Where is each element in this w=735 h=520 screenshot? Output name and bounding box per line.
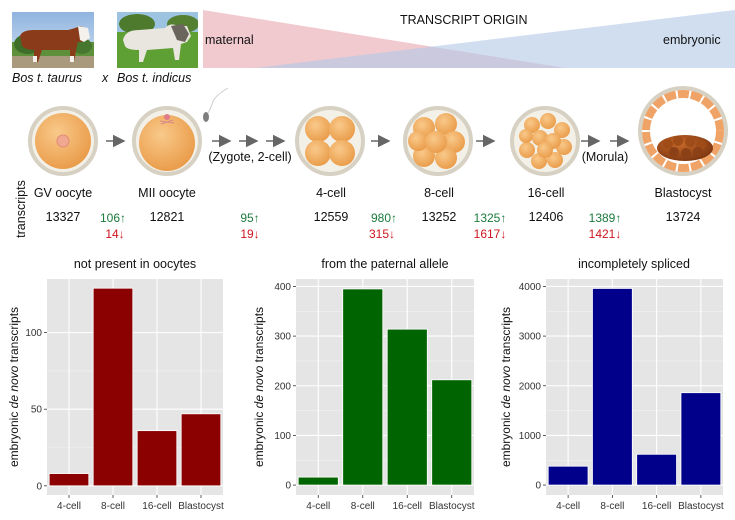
bar-chart-paternal-allele: 0 100 200 300 400 4-cell 8-cell 16-cell Blastocy… (252, 279, 475, 512)
stage-label: GV oocyte (33, 186, 93, 200)
x-tick-label: 8-cell (351, 501, 375, 512)
x-tick-label: 4-cell (306, 501, 330, 512)
stage-label: Blastocyst (654, 186, 712, 200)
x-tick-label: 16-cell (393, 501, 422, 512)
x-tick-label: Blastocyst (429, 501, 475, 512)
bar-4-cell (48, 473, 90, 487)
stage-label: 8-cell (424, 186, 454, 200)
stage-label: MII oocyte (138, 186, 196, 200)
y-tick-label: 50 (31, 405, 43, 416)
x-tick-label: Blastocyst (678, 501, 724, 512)
taurus-cow-photo (12, 12, 94, 68)
x-tick-label: 8-cell (600, 501, 624, 512)
bar-16-cell (636, 453, 677, 486)
cross-symbol: x (102, 71, 109, 85)
upregulated-count: 95↑ (240, 211, 260, 225)
y-axis-label: embryonic de novo transcripts (7, 307, 21, 467)
species-taurus-label: Bos t. taurus (12, 71, 83, 85)
upregulated-count: 1389↑ (588, 211, 622, 225)
y-tick-label: 100 (25, 328, 42, 339)
y-tick-label: 0 (285, 481, 291, 492)
x-tick-label: Blastocyst (178, 501, 224, 512)
x-tick-label: 4-cell (57, 501, 81, 512)
bar-blastocyst (180, 413, 222, 487)
bar-blastocyst (431, 379, 473, 486)
bar-blastocyst (680, 392, 722, 486)
x-tick-label: 4-cell (556, 501, 580, 512)
maternal-label: maternal (205, 33, 254, 47)
embryo-timeline (28, 86, 728, 176)
bar-8-cell (592, 288, 633, 486)
transcript-origin-graphic (203, 10, 735, 68)
zygote-2cell-note: (Zygote, 2-cell) (208, 150, 292, 164)
mii-oocyte-icon (132, 106, 202, 176)
sixteen-cell-embryo-icon (510, 106, 580, 176)
transcripts-row-label: transcripts (14, 180, 28, 238)
downregulated-count: 14↓ (105, 227, 125, 241)
bar-chart-not-present-in-oocytes: 0 50 100 4-cell 8-cell 16-cell Blastocyst embry… (7, 279, 224, 512)
transcript-count: 12821 (149, 210, 185, 224)
chart-title: incompletely spliced (578, 257, 690, 271)
transcript-count: 13252 (421, 210, 457, 224)
downregulated-count: 315↓ (368, 227, 396, 241)
x-tick-label: 16-cell (142, 501, 171, 512)
morula-note: (Morula) (581, 150, 629, 164)
chart-title: from the paternal allele (321, 257, 449, 271)
x-tick-label: 16-cell (642, 501, 671, 512)
stage-label: 16-cell (527, 186, 565, 200)
x-tick-label: 8-cell (101, 501, 125, 512)
gv-oocyte-icon (28, 106, 98, 176)
chart-title: not present in oocytes (73, 257, 197, 271)
transcript-count: 12559 (313, 210, 349, 224)
species-indicus-label: Bos t. indicus (117, 71, 192, 85)
y-tick-label: 0 (36, 481, 42, 492)
upregulated-count: 1325↑ (473, 211, 507, 225)
transcript-origin-title: TRANSCRIPT ORIGIN (400, 13, 528, 27)
eight-cell-embryo-icon (403, 106, 473, 176)
y-axis-label: embryonic de novo transcripts (499, 307, 513, 467)
y-tick-label: 400 (274, 282, 291, 293)
downregulated-count: 1617↓ (473, 227, 507, 241)
y-tick-label: 0 (535, 481, 541, 492)
transcript-count: 13327 (45, 210, 81, 224)
indicus-cow-photo (117, 12, 198, 68)
sperm-icon (203, 87, 229, 122)
bar-16-cell (136, 430, 178, 487)
y-tick-label: 4000 (519, 282, 542, 293)
blastocyst-icon (638, 86, 728, 176)
y-tick-label: 1000 (519, 431, 542, 442)
bar-8-cell (92, 287, 134, 487)
y-tick-label: 300 (274, 332, 291, 343)
transcript-count: 13724 (665, 210, 701, 224)
bar-4-cell (297, 476, 339, 486)
y-tick-label: 2000 (519, 381, 542, 392)
upregulated-count: 980↑ (370, 211, 398, 225)
bar-16-cell (386, 328, 428, 486)
upregulated-count: 106↑ (99, 211, 127, 225)
transcript-count: 12406 (528, 210, 564, 224)
four-cell-embryo-icon (295, 106, 365, 176)
embryonic-wedge (255, 10, 735, 68)
downregulated-count: 1421↓ (588, 227, 622, 241)
y-tick-label: 100 (274, 431, 291, 442)
bar-chart-incompletely-spliced: 0 1000 2000 3000 4000 4-cell 8-cell 16-cell Blas… (499, 279, 724, 512)
downregulated-count: 19↓ (240, 227, 260, 241)
y-tick-label: 200 (274, 381, 291, 392)
stage-label: 4-cell (316, 186, 346, 200)
y-axis-label: embryonic de novo transcripts (252, 307, 266, 467)
bar-8-cell (342, 288, 384, 486)
embryonic-label: embryonic (663, 33, 721, 47)
bar-4-cell (547, 465, 589, 486)
y-tick-label: 3000 (519, 332, 542, 343)
